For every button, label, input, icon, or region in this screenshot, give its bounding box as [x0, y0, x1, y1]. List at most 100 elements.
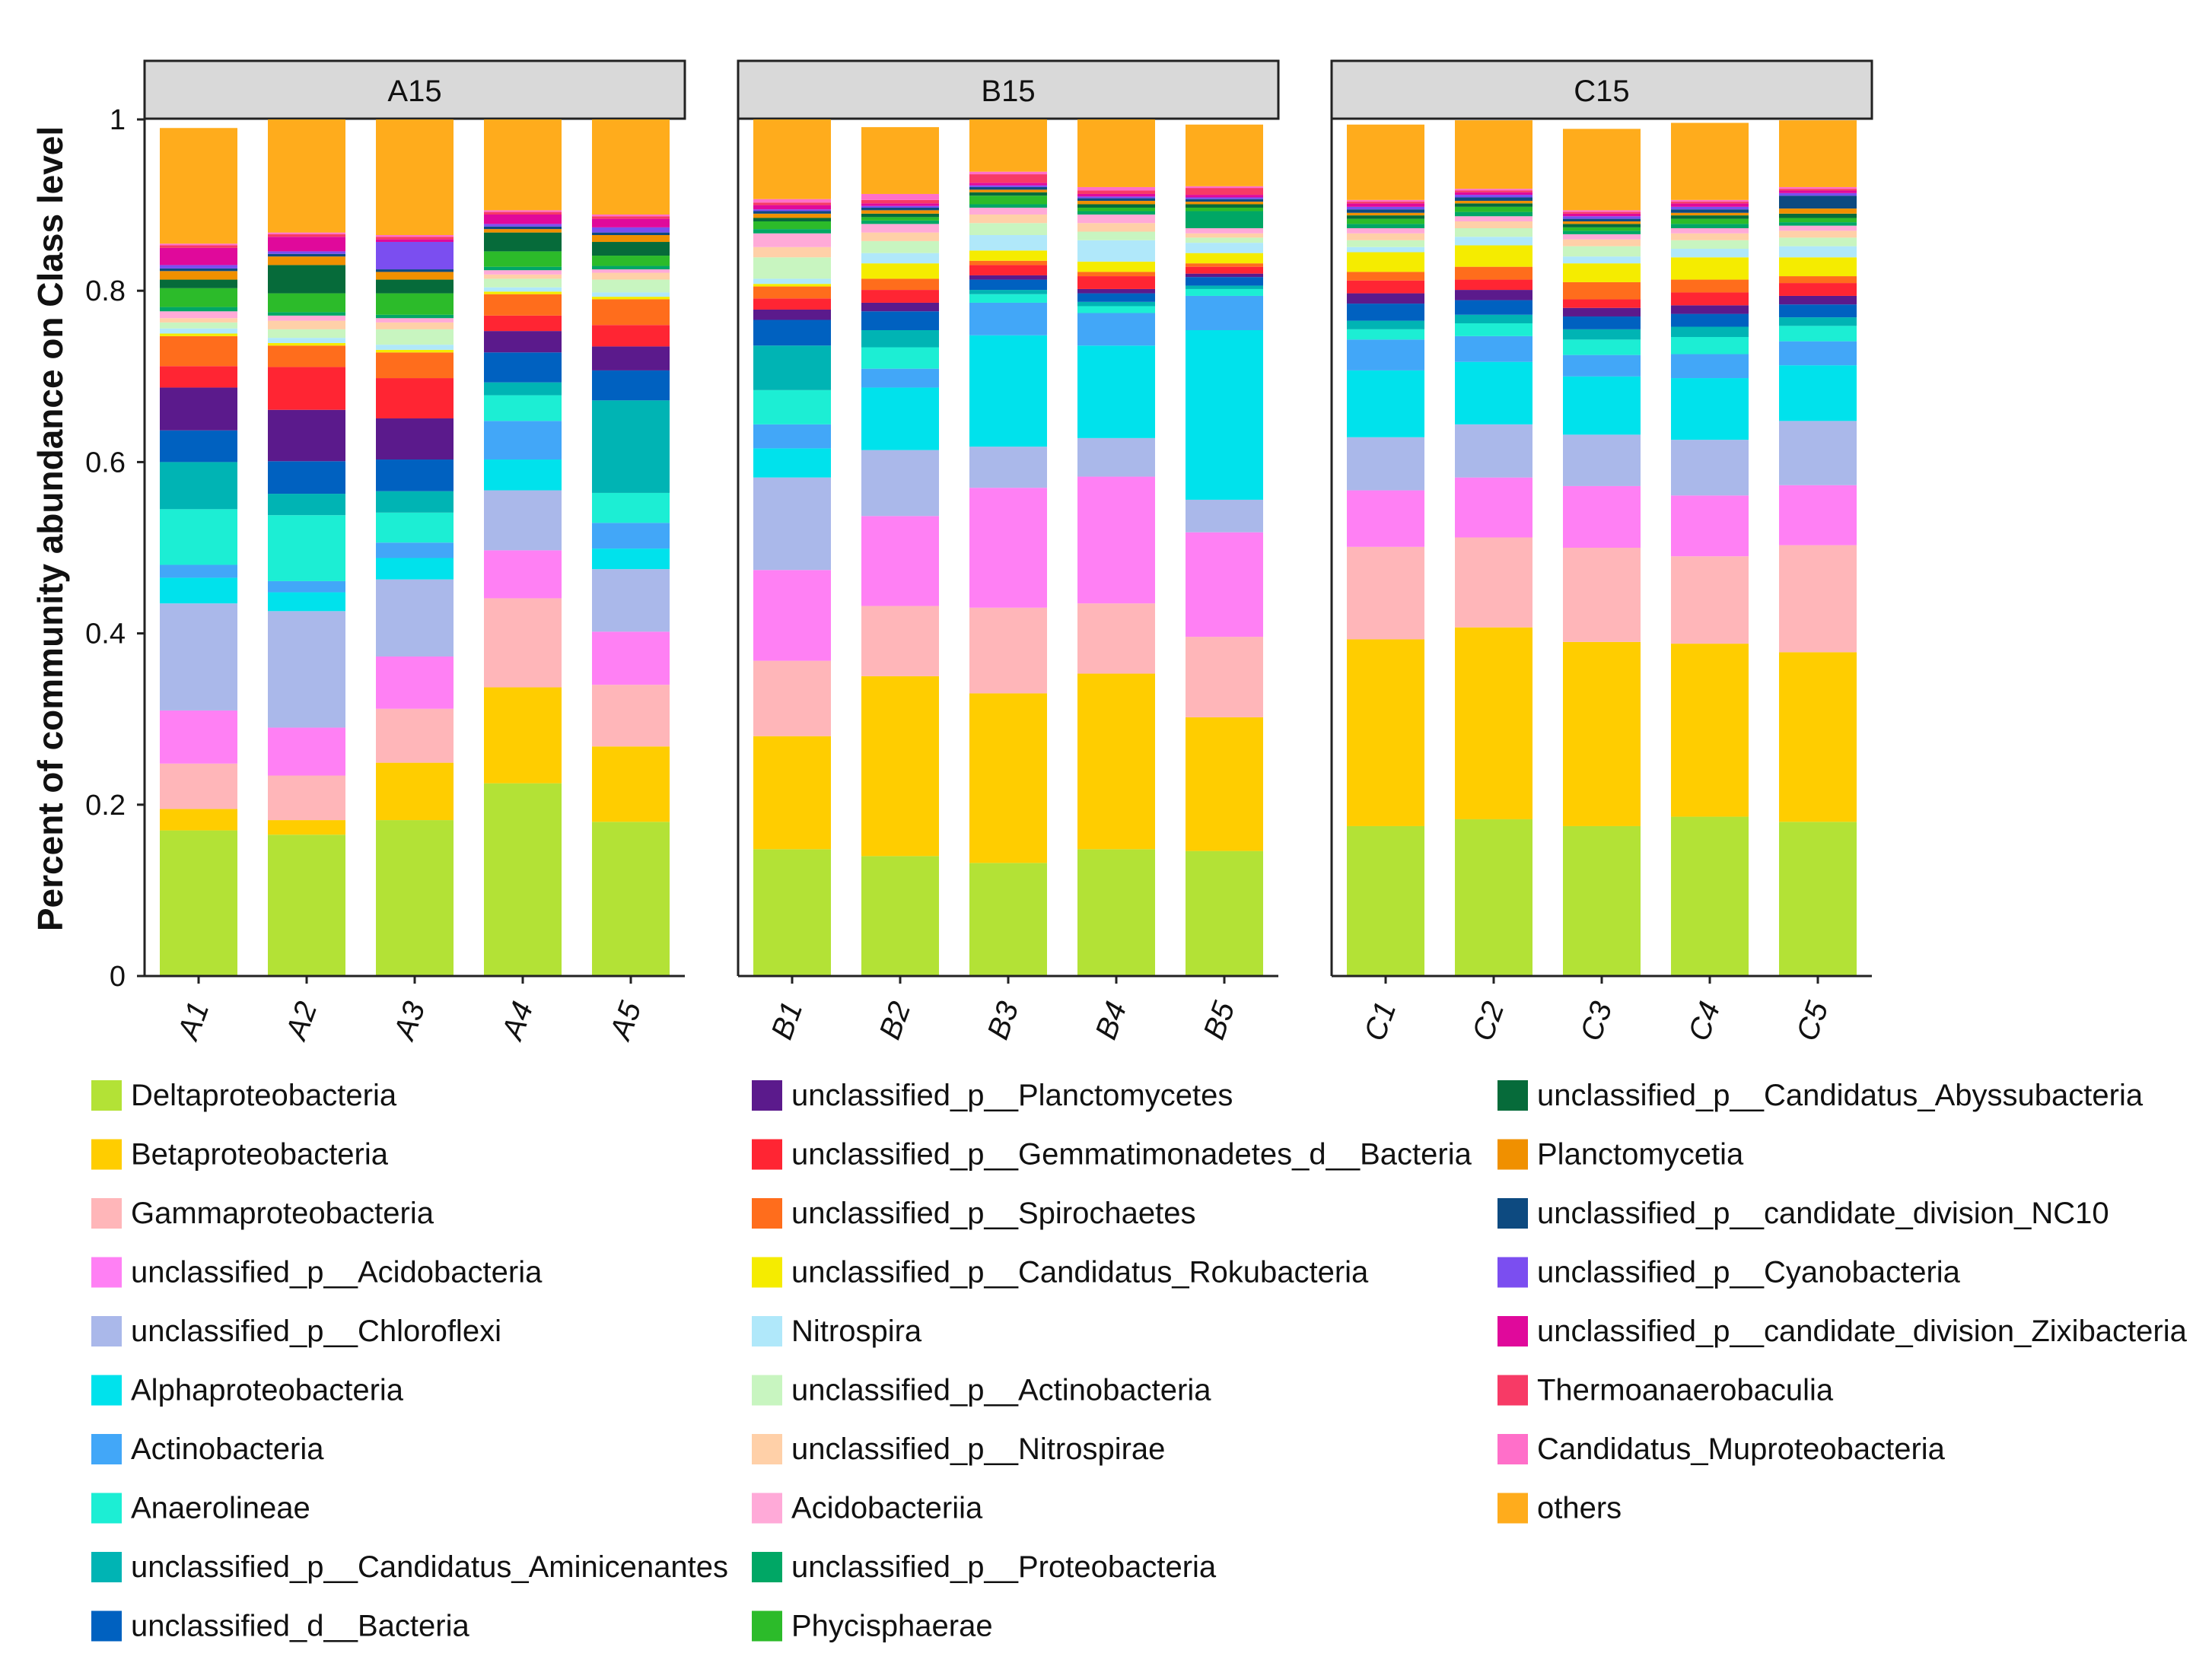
bar-segment — [1347, 203, 1424, 207]
bar-segment — [268, 494, 345, 516]
legend-item: unclassified_p__Planctomycetes — [752, 1079, 1233, 1112]
bar-segment — [1077, 313, 1155, 346]
strip-background — [1330, 59, 1873, 120]
bar-segment — [1671, 228, 1749, 234]
bar-segment — [1347, 240, 1424, 247]
bar-segment — [592, 299, 670, 326]
bar-segment — [484, 598, 562, 688]
bar-segment — [1671, 122, 1749, 200]
bar-segment — [753, 211, 831, 214]
legend-swatch — [91, 1552, 122, 1582]
bar-segment — [969, 183, 1047, 186]
legend-swatch — [1497, 1139, 1528, 1170]
bar-segment — [861, 311, 939, 330]
bar-segment — [1455, 290, 1532, 300]
bar-segment — [1455, 211, 1532, 217]
legend-label: unclassified_p__Candidatus_Rokubacteria — [791, 1256, 1369, 1289]
legend-swatch — [1497, 1198, 1528, 1229]
bar-segment — [1779, 208, 1857, 214]
bar-segment — [753, 448, 831, 478]
bar-segment — [753, 221, 831, 230]
bar-segment — [160, 128, 237, 244]
bar-segment — [1455, 314, 1532, 323]
bar-segment — [268, 835, 345, 976]
bar-segment — [1347, 199, 1424, 202]
bar-segment — [160, 328, 237, 334]
bar-segment — [160, 265, 237, 269]
legend-swatch — [752, 1316, 782, 1346]
bar-segment — [1077, 198, 1155, 201]
bar-segment — [1671, 233, 1749, 240]
bar-segment — [1077, 306, 1155, 313]
bar-segment — [376, 272, 454, 280]
legend-item: Nitrospira — [752, 1315, 922, 1348]
bar-segment — [376, 459, 454, 491]
bar-segment — [1077, 293, 1155, 302]
bar-segment — [592, 269, 670, 273]
legend-swatch — [752, 1257, 782, 1288]
bar-segment — [1347, 437, 1424, 491]
bar-segment — [1671, 556, 1749, 644]
bar-segment — [160, 577, 237, 604]
bar-segment — [1563, 227, 1641, 231]
bar-segment — [1455, 237, 1532, 246]
bar-segment — [268, 329, 345, 339]
bar-segment — [969, 185, 1047, 187]
bar-segment — [484, 214, 562, 224]
bar-segment — [1186, 243, 1263, 253]
bar-segment — [969, 223, 1047, 236]
bar-segment — [1077, 211, 1155, 215]
bar-segment — [1779, 246, 1857, 258]
bar-segment — [1563, 221, 1641, 224]
bar-segment — [160, 311, 237, 319]
bar-segment — [861, 347, 939, 369]
bar-segment — [1186, 263, 1263, 267]
bar-segment — [1671, 199, 1749, 202]
bar-segment — [861, 205, 939, 208]
bar-segment — [376, 378, 454, 418]
bar-segment — [376, 762, 454, 821]
legend-label: unclassified_p__Proteobacteria — [791, 1550, 1217, 1584]
bar-segment — [592, 227, 670, 233]
bar-segment — [1563, 316, 1641, 329]
bar-segment — [1671, 644, 1749, 817]
bar-segment — [484, 395, 562, 421]
bar-segment — [1563, 210, 1641, 212]
bar-segment — [268, 367, 345, 410]
bar-segment — [592, 272, 670, 280]
bar-segment — [753, 286, 831, 299]
strip-label: C15 — [1574, 75, 1629, 108]
bar-segment — [1779, 225, 1857, 231]
bar-segment — [376, 269, 454, 272]
bar-segment — [1779, 652, 1857, 822]
bar-segment — [1779, 485, 1857, 545]
bar-segment — [268, 461, 345, 494]
bar-segment — [268, 338, 345, 343]
y-tick-label: 1 — [110, 104, 126, 136]
strip-label: B15 — [981, 75, 1035, 108]
bar-segment — [1186, 850, 1263, 976]
bar-segment — [1347, 233, 1424, 240]
strip-background — [143, 59, 686, 120]
bar-segment — [1779, 186, 1857, 189]
legend-item: unclassified_p__candidate_division_NC10 — [1497, 1197, 2109, 1230]
bar-segment — [969, 250, 1047, 261]
bar-segment — [592, 400, 670, 493]
bar-segment — [1077, 204, 1155, 208]
bar-segment — [753, 119, 831, 199]
bar-segment — [592, 242, 670, 256]
bar-segment — [1671, 240, 1749, 250]
strip-label: A15 — [387, 75, 441, 108]
bar-segment — [1077, 214, 1155, 224]
x-tick-label: C4 — [1682, 997, 1727, 1045]
bar-segment — [1779, 365, 1857, 421]
bar-segment — [1671, 209, 1749, 213]
bar-segment — [376, 657, 454, 709]
bar-segment — [1671, 313, 1749, 327]
legend-label: unclassified_p__Gemmatimonadetes_d__Bact… — [791, 1138, 1472, 1172]
bar-segment — [861, 220, 939, 224]
bar-segment — [1347, 490, 1424, 547]
bar-segment — [592, 119, 670, 215]
bar-segment — [268, 256, 345, 265]
bar-segment — [160, 809, 237, 831]
